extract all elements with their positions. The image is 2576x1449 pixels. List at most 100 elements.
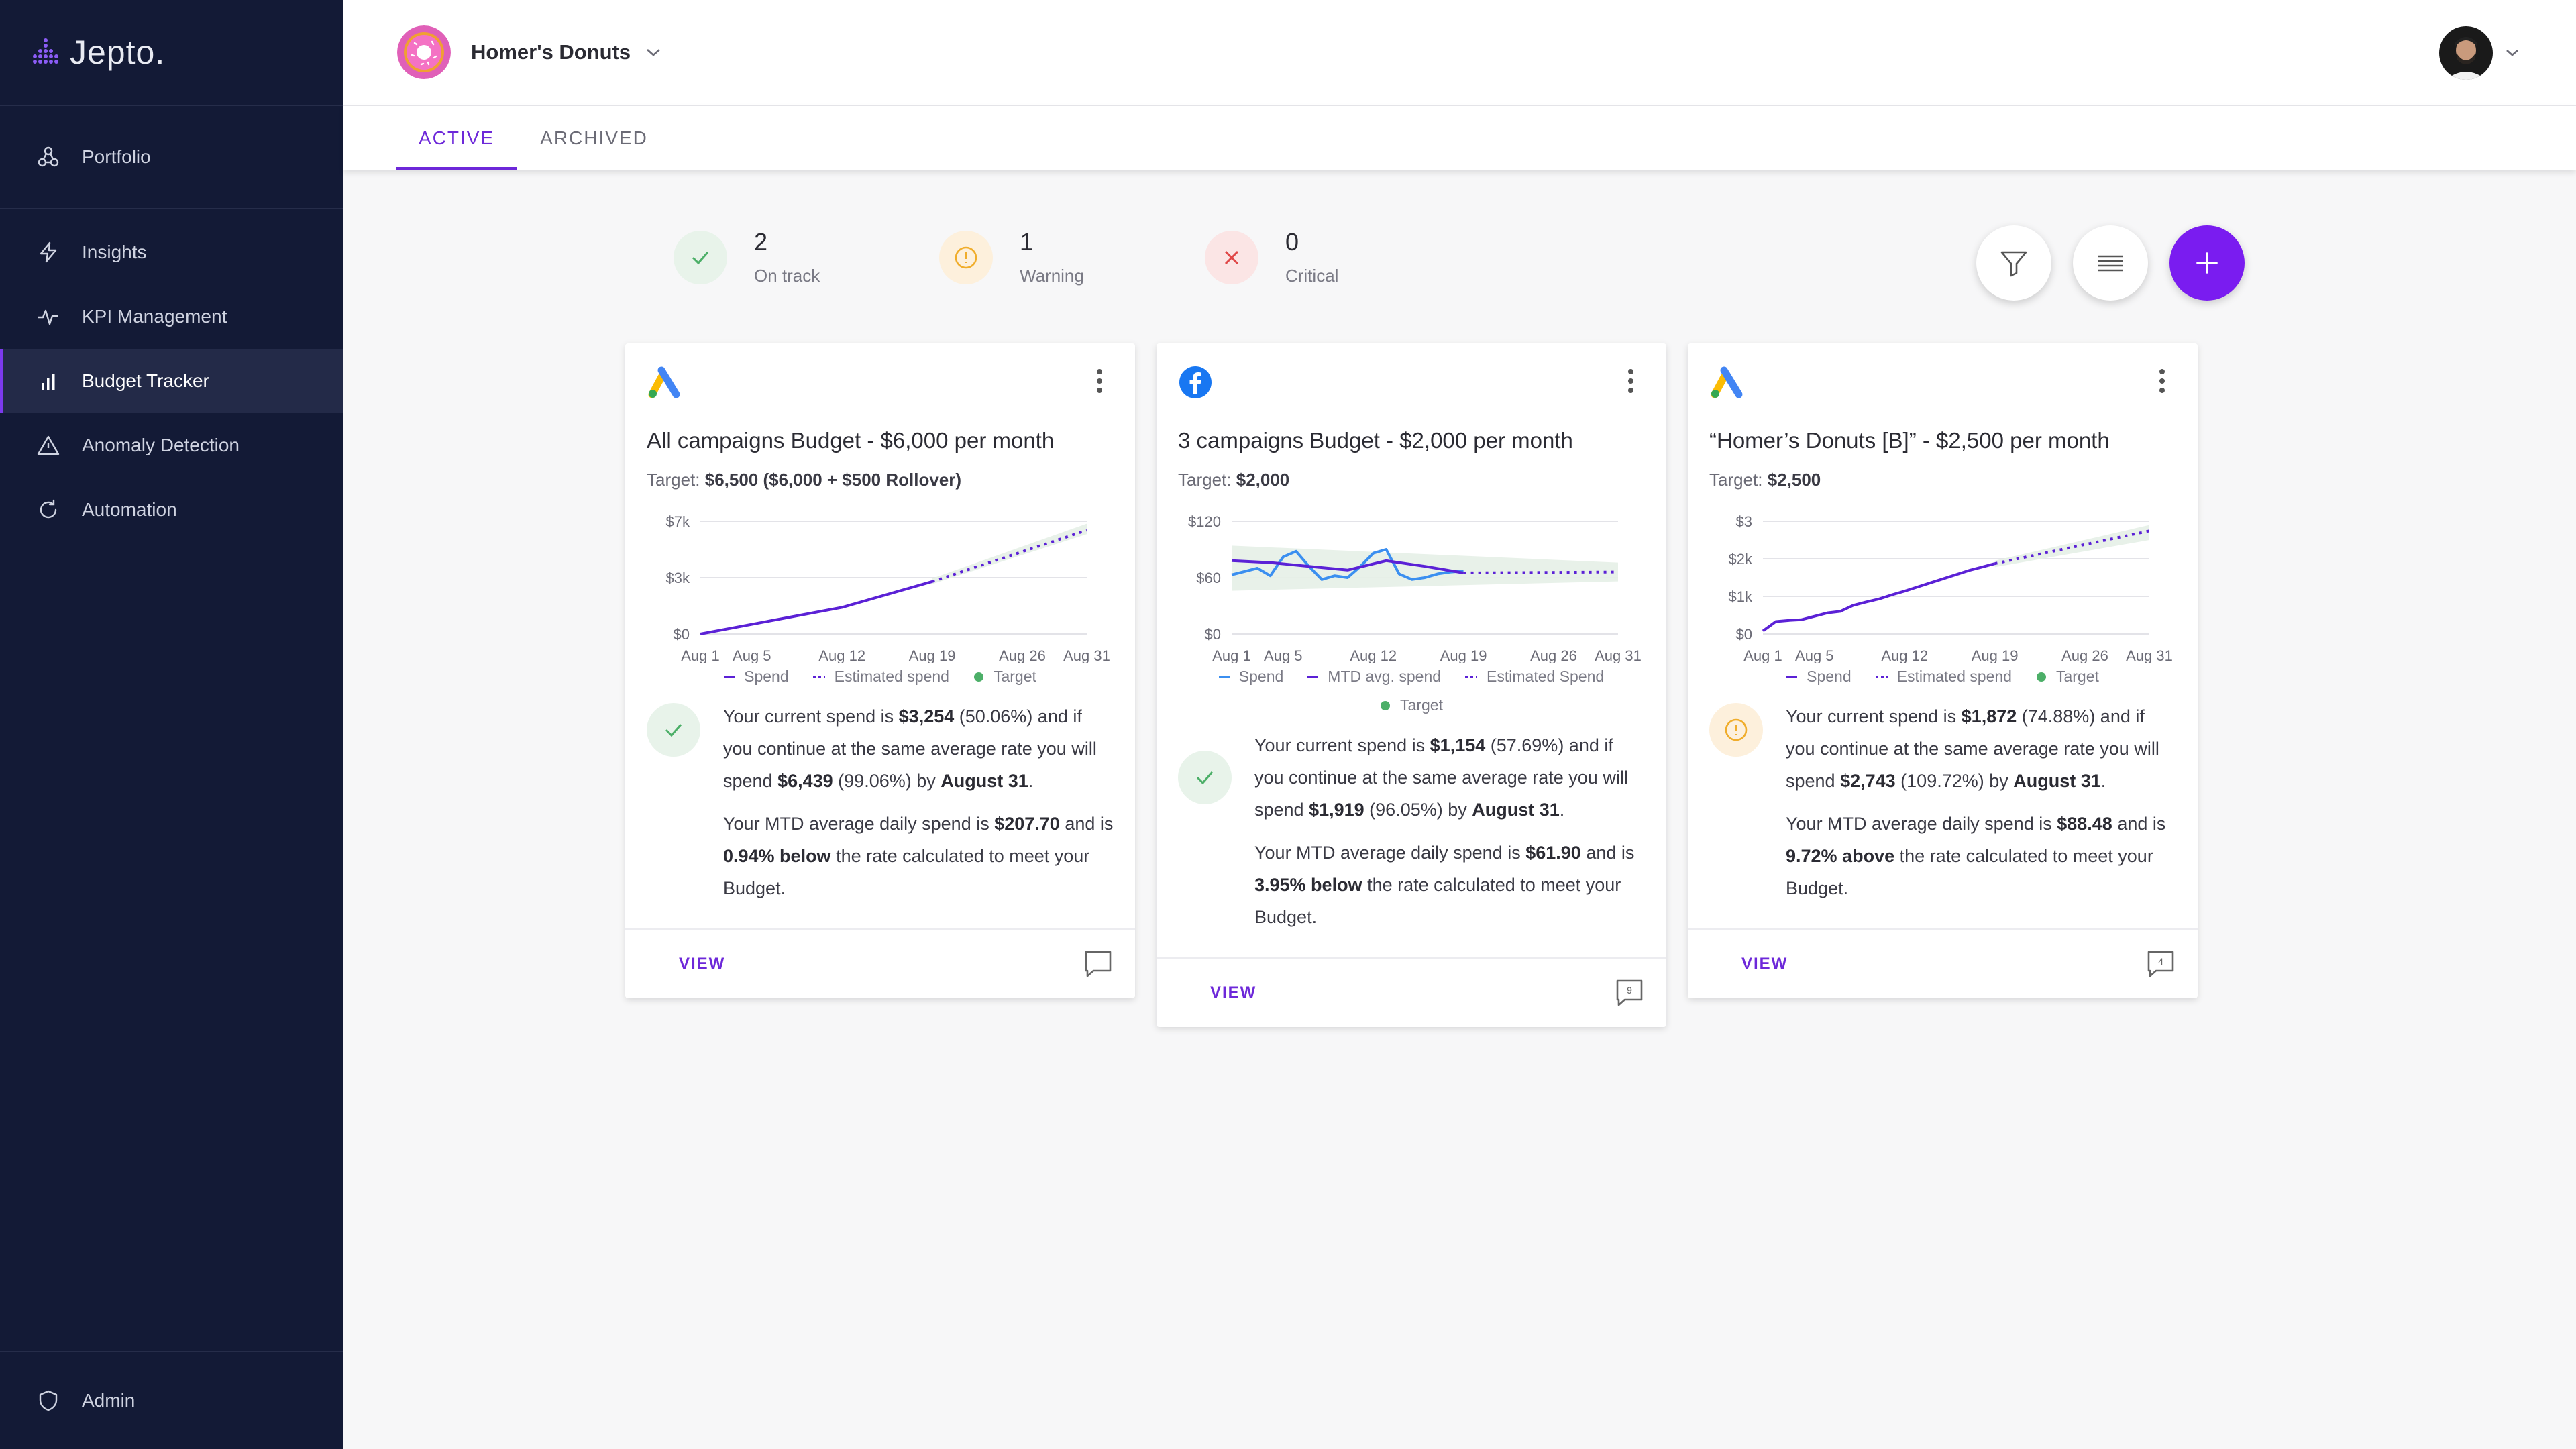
legend-dotted-line-icon (1875, 675, 1888, 678)
legend-dotted-line-icon (1465, 675, 1478, 678)
check-icon (647, 703, 700, 757)
sidebar-item-insights[interactable]: Insights (0, 220, 343, 284)
card-header (625, 343, 1135, 402)
sidebar-item-anomaly-detection[interactable]: Anomaly Detection (0, 413, 343, 478)
card-footer: VIEW 4 (1688, 928, 2198, 998)
filter-button[interactable] (1976, 225, 2051, 301)
donut-avatar-icon (397, 25, 451, 79)
card-message: Your current spend is $1,154 (57.69%) an… (1157, 725, 1666, 933)
legend-estimated: Estimated Spend (1465, 667, 1604, 686)
refresh-icon (36, 498, 60, 522)
x-tick-label: Aug 1 (1212, 647, 1251, 663)
more-options-icon[interactable] (1096, 368, 1103, 394)
target-value: $2,000 (1236, 470, 1290, 490)
target-band (1994, 525, 2149, 568)
legend-spend: Spend (724, 667, 789, 686)
legend-dot-icon (1381, 700, 1391, 710)
legend-label: Target (993, 667, 1036, 685)
sidebar-item-portfolio[interactable]: Portfolio (0, 125, 343, 189)
user-menu[interactable] (2439, 26, 2520, 80)
sidebar-item-label: Insights (82, 241, 147, 262)
sidebar-item-automation[interactable]: Automation (0, 478, 343, 542)
card-message: Your current spend is $1,872 (74.88%) an… (1688, 696, 2198, 904)
tab-active[interactable]: ACTIVE (396, 106, 518, 170)
add-budget-button[interactable] (2169, 225, 2245, 301)
summary-warning: 1 Warning (939, 228, 1205, 286)
legend-label: Target (2055, 667, 2099, 685)
more-options-icon[interactable] (1627, 368, 1634, 394)
y-tick-label: $7k (666, 513, 690, 530)
summary-count: 0 (1285, 228, 1299, 256)
series-estimated-spend (931, 529, 1087, 583)
series-mtd-avg-spend (1231, 559, 1464, 574)
comment-icon[interactable] (1083, 949, 1114, 979)
jepto-logo-icon (33, 38, 58, 64)
check-icon (1178, 751, 1232, 804)
comment-icon[interactable]: 4 (2145, 949, 2176, 979)
legend-dot-icon (973, 672, 983, 682)
message-text: Your current spend is $3,254 (50.06%) an… (723, 706, 1114, 898)
y-tick-label: $120 (1188, 513, 1221, 530)
tab-bar: ACTIVE ARCHIVED (343, 106, 2576, 170)
target-band (1232, 545, 1618, 591)
tab-archived[interactable]: ARCHIVED (540, 127, 648, 148)
target-value: $2,500 (1767, 470, 1821, 490)
org-switcher[interactable]: Homer's Donuts (397, 25, 661, 79)
x-tick-label: Aug 5 (1264, 647, 1303, 663)
x-tick-label: Aug 19 (909, 647, 956, 663)
x-tick-label: Aug 19 (1972, 647, 2019, 663)
alert-circle-icon (1709, 703, 1763, 757)
message-text: Your current spend is $1,154 (57.69%) an… (1254, 735, 1635, 927)
sidebar-item-label: Portfolio (82, 146, 151, 167)
legend-label: Target (1400, 696, 1443, 714)
sidebar-item-budget-tracker[interactable]: Budget Tracker (0, 349, 343, 413)
sidebar-item-admin[interactable]: Admin (0, 1368, 343, 1433)
comment-count: 4 (2158, 956, 2163, 967)
card-title: All campaigns Budget - $6,000 per month (647, 428, 1055, 453)
legend-dotted-line-icon (812, 675, 825, 678)
sidebar-item-label: Budget Tracker (82, 370, 209, 391)
legend-solid-line-icon (724, 675, 735, 678)
card-header (1157, 343, 1666, 402)
x-tick-label: Aug 5 (733, 647, 771, 663)
sidebar-item-label: Automation (82, 499, 177, 520)
comment-icon[interactable]: 9 (1614, 977, 1645, 1008)
legend-mtd-avg: MTD avg. spend (1307, 667, 1441, 686)
x-tick-label: Aug 12 (1881, 647, 1928, 663)
check-icon (674, 230, 727, 284)
view-button[interactable]: VIEW (1210, 983, 1257, 1002)
x-tick-label: Aug 26 (999, 647, 1046, 663)
series-spend (700, 580, 933, 635)
summary-count: 2 (754, 228, 768, 256)
y-tick-label: $0 (1736, 626, 1752, 643)
sidebar: Jepto. Portfolio Insights KPI Management (0, 0, 343, 1449)
budget-chart: $0 $3k $7k Aug 1 Aug 5 Aug 12 Aug 19 Aug 26 Aug … (666, 513, 1110, 663)
sort-button[interactable] (2073, 225, 2148, 301)
pulse-icon (36, 305, 60, 329)
card-target: Target: $2,000 (1157, 453, 1666, 490)
chart-legend: Spend Estimated spend Target (625, 667, 1135, 696)
x-tick-label: Aug 5 (1795, 647, 1834, 663)
summary-label: Warning (1020, 266, 1084, 286)
sidebar-item-kpi-management[interactable]: KPI Management (0, 284, 343, 349)
legend-estimated: Estimated spend (1875, 667, 2012, 686)
card-footer: VIEW 9 (1157, 957, 1666, 1027)
more-options-icon[interactable] (2159, 368, 2165, 394)
budget-chart: $0 $60 $120 Aug 1 Aug 5 Aug 12 Aug 19 Aug 26 Aug… (1188, 513, 1642, 663)
bolt-icon (36, 240, 60, 264)
card-message: Your current spend is $3,254 (50.06%) an… (625, 696, 1135, 904)
status-summary: 2 On track 1 Warning 0 Critical (674, 228, 1470, 286)
brand-logo[interactable]: Jepto. (0, 0, 343, 106)
legend-dot-icon (2036, 672, 2046, 682)
chevron-down-icon (2506, 50, 2518, 56)
legend-label: MTD avg. spend (1328, 667, 1442, 685)
avatar (2439, 26, 2493, 80)
x-tick-label: Aug 31 (2126, 647, 2173, 663)
close-icon (1205, 230, 1258, 284)
legend-target: Target (1380, 696, 1443, 714)
view-button[interactable]: VIEW (1741, 955, 1788, 973)
card-target: Target: $6,500 ($6,000 + $500 Rollover) (625, 453, 1135, 490)
view-button[interactable]: VIEW (679, 955, 726, 973)
series-spend (1231, 548, 1464, 581)
legend-label: Spend (744, 667, 789, 685)
